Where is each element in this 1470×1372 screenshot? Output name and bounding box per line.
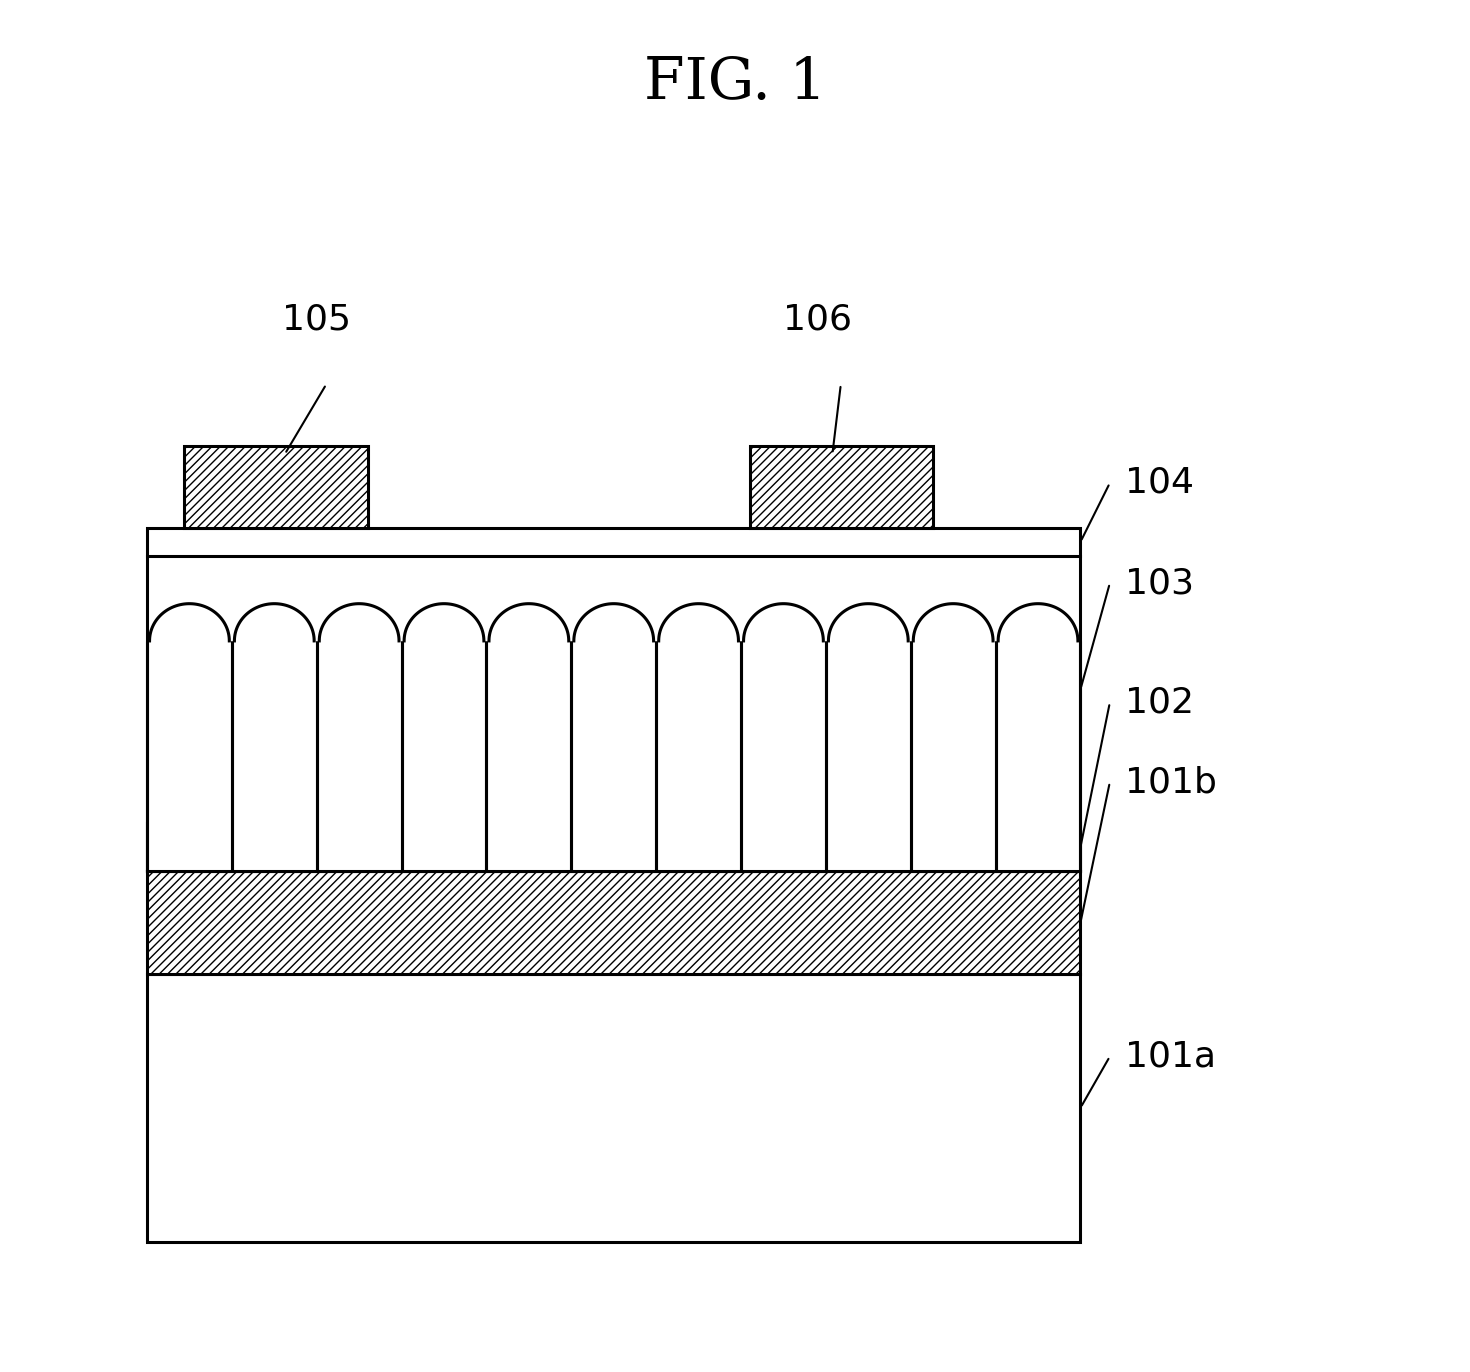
Text: 101a: 101a (1125, 1040, 1216, 1073)
Wedge shape (998, 604, 1078, 641)
Bar (184, 446, 368, 528)
Wedge shape (150, 604, 229, 641)
Bar (750, 446, 933, 528)
Wedge shape (573, 604, 654, 641)
Bar (911, 641, 995, 871)
Text: 102: 102 (1125, 686, 1194, 719)
Wedge shape (490, 604, 569, 641)
Bar (401, 641, 487, 871)
Bar (572, 641, 656, 871)
Bar (147, 528, 1080, 556)
Text: FIG. 1: FIG. 1 (644, 55, 826, 111)
Bar (995, 641, 1080, 871)
Wedge shape (404, 604, 484, 641)
Wedge shape (829, 604, 908, 641)
Bar (147, 974, 1080, 1242)
Text: 103: 103 (1125, 567, 1194, 600)
Bar (232, 641, 316, 871)
Bar (147, 641, 232, 871)
Bar (316, 641, 401, 871)
Wedge shape (234, 604, 315, 641)
Text: 104: 104 (1125, 466, 1194, 499)
Text: 105: 105 (282, 302, 350, 336)
Wedge shape (319, 604, 398, 641)
Bar (487, 641, 572, 871)
Bar (741, 641, 826, 871)
Bar (656, 641, 741, 871)
Wedge shape (913, 604, 994, 641)
Bar (147, 871, 1080, 974)
Wedge shape (744, 604, 823, 641)
Bar (826, 641, 911, 871)
Text: 106: 106 (784, 302, 851, 336)
Bar (147, 604, 1080, 871)
Text: 101b: 101b (1125, 766, 1216, 799)
Wedge shape (659, 604, 738, 641)
Bar (147, 823, 1080, 871)
